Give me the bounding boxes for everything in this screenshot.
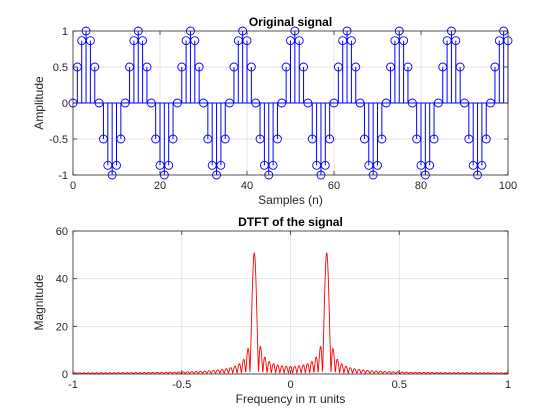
tick-labels: 0 20 40 60 80 100 -1 -0.5 0 0.5 1 <box>49 26 517 192</box>
magnitude-line <box>72 251 509 375</box>
x-tick-label: -0.5 <box>172 379 191 391</box>
stem-marker <box>320 160 330 170</box>
stem-marker <box>299 62 308 72</box>
y-tick-label: 0 <box>62 98 68 110</box>
stem-marker <box>377 134 387 144</box>
stem-marker <box>294 36 304 46</box>
stem-marker <box>425 160 435 170</box>
y-tick-label: 20 <box>56 321 68 333</box>
stem-marker <box>194 62 204 72</box>
stem-marker <box>216 160 226 170</box>
stem-marker <box>142 62 152 72</box>
stem-marker <box>242 36 252 46</box>
y-tick-label: 40 <box>56 274 68 286</box>
stem-marker <box>268 160 278 170</box>
stem-marker <box>455 62 465 72</box>
stem-marker <box>346 36 356 46</box>
x-axis-label: Frequency in π units <box>236 392 346 406</box>
stem-marker <box>477 160 487 170</box>
dtft-axes: -1 -0.5 0 0.5 1 0 20 40 60 DTFT of the signal Fr… <box>32 215 511 406</box>
x-tick-label: -1 <box>68 379 78 391</box>
stem-marker <box>220 134 230 144</box>
stem-marker <box>399 36 409 46</box>
x-tick-label: 60 <box>328 180 340 192</box>
stem-marker <box>90 62 100 72</box>
grid-lines <box>73 231 508 374</box>
stem-marker <box>373 160 382 170</box>
stem-marker <box>246 62 256 72</box>
stem-marker <box>273 134 282 144</box>
y-tick-label: 1 <box>62 26 68 38</box>
y-tick-label: 60 <box>56 226 68 238</box>
dtft-magnitude-series <box>72 251 509 375</box>
tick-marks <box>72 30 509 176</box>
y-tick-label: -0.5 <box>49 134 68 146</box>
stem-marker <box>112 160 121 170</box>
x-tick-label: 40 <box>241 180 253 192</box>
stem-marker <box>138 36 148 46</box>
stem-marker <box>403 62 413 72</box>
stem-marker <box>168 134 178 144</box>
y-tick-label: -1 <box>58 170 68 182</box>
y-tick-label: 0.5 <box>53 62 68 74</box>
stem-marker <box>451 36 461 46</box>
stem-marker <box>325 134 335 144</box>
x-tick-label: 20 <box>154 180 166 192</box>
x-tick-label: 0.5 <box>392 379 407 391</box>
chart-title: Original signal <box>249 15 332 29</box>
tick-marks <box>72 230 509 375</box>
stem-marker <box>85 36 95 46</box>
x-axis-label: Samples (n) <box>258 193 323 207</box>
tick-labels: -1 -0.5 0 0.5 1 0 20 40 60 <box>56 226 511 391</box>
stem-marker <box>190 36 200 46</box>
y-axis-label: Amplitude <box>32 76 46 130</box>
x-tick-label: 0 <box>70 180 76 192</box>
stem-marker <box>429 134 439 144</box>
x-tick-label: 1 <box>505 379 511 391</box>
x-tick-label: 80 <box>415 180 427 192</box>
stem-marker <box>351 62 361 72</box>
chart-title: DTFT of the signal <box>238 215 343 229</box>
x-tick-label: 0 <box>287 379 293 391</box>
y-tick-label: 0 <box>62 369 68 381</box>
stem-marker <box>116 134 126 144</box>
x-tick-label: 100 <box>499 180 517 192</box>
stem-marker <box>481 134 491 144</box>
stem-marker <box>164 160 174 170</box>
original-signal-axes: 0 20 40 60 80 100-1-0.500.51 Original signal … <box>32 15 517 207</box>
y-axis-label: Magnitude <box>32 274 46 330</box>
